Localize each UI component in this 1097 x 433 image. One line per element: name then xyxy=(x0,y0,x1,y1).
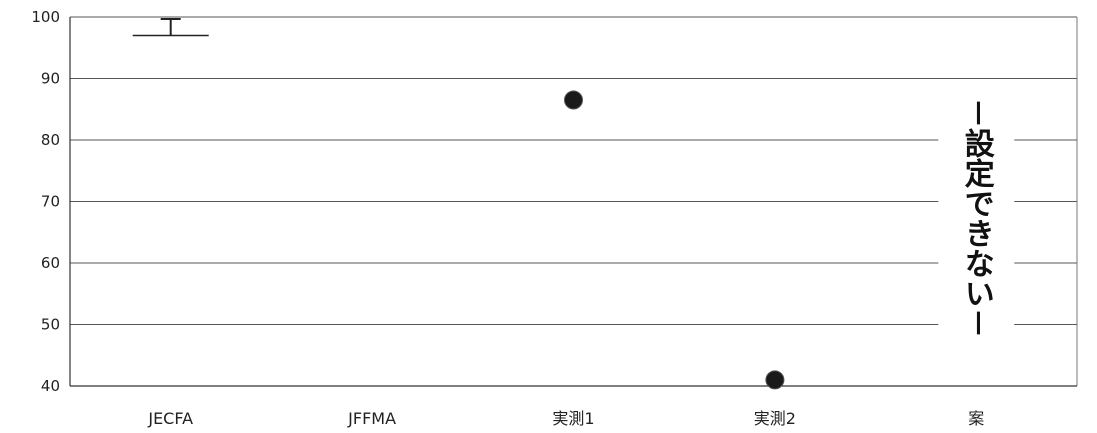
y-tick-label: 80 xyxy=(41,131,60,149)
y-tick-label: 50 xyxy=(41,316,60,334)
x-category-label: JFFMA xyxy=(347,409,396,428)
y-tick-label: 60 xyxy=(41,254,60,272)
x-category-labels: JECFA JFFMA 実測1 実測2 案 xyxy=(147,409,984,428)
x-category-label: 実測1 xyxy=(552,409,594,428)
y-tick-label: 90 xyxy=(41,70,60,88)
data-points xyxy=(564,90,785,390)
x-category-label: JECFA xyxy=(147,409,193,428)
error-bar xyxy=(132,18,209,37)
data-point xyxy=(564,90,583,110)
annotation-text: －設定できない－ xyxy=(959,98,995,338)
x-category-label: 実測2 xyxy=(754,409,796,428)
y-tick-label: 70 xyxy=(41,193,60,211)
y-tick-labels: 40 50 60 70 80 90 100 xyxy=(31,8,60,395)
gridlines xyxy=(70,16,1077,387)
y-tick-label: 100 xyxy=(31,8,60,26)
x-category-label: 案 xyxy=(968,409,984,428)
data-point xyxy=(765,370,785,390)
y-tick-label: 40 xyxy=(41,377,60,395)
error-bars xyxy=(132,18,209,37)
annotation-group: －設定できない－ xyxy=(938,84,1015,354)
annotation-background xyxy=(938,84,1015,354)
axes xyxy=(69,17,1078,387)
